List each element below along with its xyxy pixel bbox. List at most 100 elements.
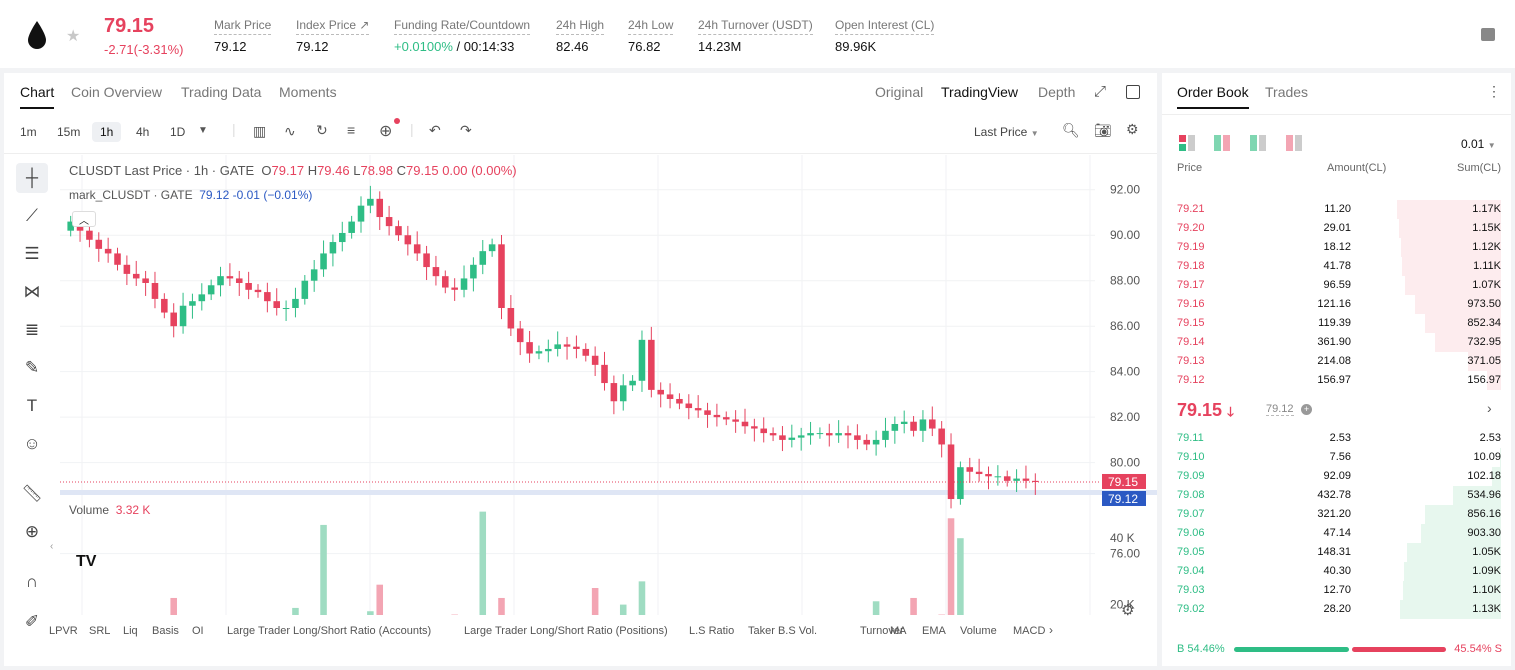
crosshair-icon[interactable]: ┼	[16, 163, 48, 193]
template-icon[interactable]: ≡	[347, 122, 356, 138]
volume-bar	[498, 597, 505, 615]
magnet-icon[interactable]: ∩	[25, 572, 39, 591]
orderbook-row-ask[interactable]: 79.16 121.16 973.50	[1162, 295, 1511, 314]
orderbook-row-ask[interactable]: 79.17 96.59 1.07K	[1162, 276, 1511, 295]
candle-body	[235, 278, 243, 283]
candle-body	[685, 403, 693, 409]
orderbook-row-bid[interactable]: 79.05 148.31 1.05K	[1162, 543, 1511, 562]
orderbook-row-bid[interactable]: 79.02 28.20 1.13K	[1162, 600, 1511, 619]
trend-line-icon[interactable]: ⟋	[26, 206, 38, 225]
tab-trades[interactable]: Trades	[1265, 84, 1309, 100]
orderbook-row-ask[interactable]: 79.21 11.20 1.17K	[1162, 200, 1511, 219]
undo-icon[interactable]: ↶	[429, 122, 441, 138]
candle-body	[769, 433, 777, 436]
precision-select[interactable]: 0.01 ▼	[1461, 137, 1496, 151]
emoji-icon[interactable]: ☺	[23, 434, 41, 453]
interval-1m[interactable]: 1m	[20, 125, 37, 139]
candle-body	[1003, 476, 1011, 481]
indicator-large-trader-long-short-ratio-positions-[interactable]: Large Trader Long/Short Ratio (Positions…	[464, 625, 668, 637]
horizontal-lines-icon[interactable]: ☰	[24, 244, 40, 263]
indicator-icon[interactable]: ∿	[284, 123, 296, 139]
candle-type-icon[interactable]: ▥	[253, 123, 267, 139]
orderbook-row-bid[interactable]: 79.03 12.70 1.10K	[1162, 581, 1511, 600]
text-tool-icon[interactable]: T	[26, 396, 38, 415]
orderbook-row-bid[interactable]: 79.11 2.53 2.53	[1162, 429, 1511, 448]
fib-icon[interactable]: ≣	[24, 320, 40, 339]
book-layout-toggles[interactable]	[1179, 135, 1309, 151]
price-type-select[interactable]: Last Price ▼	[974, 125, 1039, 139]
orderbook-row-bid[interactable]: 79.06 47.14 903.30	[1162, 524, 1511, 543]
candle-body	[123, 264, 131, 274]
indicator-ema[interactable]: EMA	[922, 625, 946, 637]
chart-settings-icon[interactable]: ⚙	[1121, 602, 1135, 619]
candle-body	[348, 221, 355, 233]
replay-icon[interactable]: ↻	[316, 122, 328, 138]
orderbook-row-ask[interactable]: 79.14 361.90 732.95	[1162, 333, 1511, 352]
candle-body	[507, 308, 515, 329]
indicator-turnover[interactable]: Turnover	[860, 625, 904, 637]
row-sum: 856.16	[1467, 508, 1501, 520]
indicator-macd[interactable]: MACD	[1013, 625, 1046, 637]
indicator-volume[interactable]: Volume	[960, 625, 997, 637]
brush-icon[interactable]: ✎	[24, 358, 40, 377]
fullscreen-icon[interactable]	[1126, 85, 1140, 99]
indicator-large-trader-long-short-ratio-accounts-[interactable]: Large Trader Long/Short Ratio (Accounts)	[227, 625, 432, 637]
orderbook-row-bid[interactable]: 79.10 7.56 10.09	[1162, 448, 1511, 467]
settings-gear-icon[interactable]: ⚙	[1126, 121, 1139, 137]
redo-icon[interactable]: ↷	[460, 122, 472, 138]
row-amount: 41.78	[1323, 260, 1351, 272]
orderbook-row-ask[interactable]: 79.18 41.78 1.11K	[1162, 257, 1511, 276]
orderbook-row-ask[interactable]: 79.15 119.39 852.34	[1162, 314, 1511, 333]
y-tick-label: 76.00	[1110, 547, 1140, 561]
indicator-l-s-ratio[interactable]: L.S Ratio	[689, 625, 735, 637]
collapse-toolbar-icon[interactable]: ‹	[50, 541, 54, 552]
stat-index-price[interactable]: Index Price ↗ 79.12	[296, 18, 370, 54]
more-menu-icon[interactable]: ⋮	[1487, 83, 1501, 99]
pencil-lock-icon[interactable]: ✐	[24, 612, 40, 631]
indicator-taker-b-s-vol-[interactable]: Taker B.S Vol.	[748, 625, 818, 637]
chevron-right-icon[interactable]: ›	[1487, 400, 1492, 416]
tab-order-book[interactable]: Order Book	[1177, 84, 1249, 109]
interval-1h[interactable]: 1h	[92, 122, 122, 142]
tab-coin-overview[interactable]: Coin Overview	[71, 84, 163, 100]
depth-bar	[1400, 600, 1501, 619]
orderbook-row-bid[interactable]: 79.08 432.78 534.96	[1162, 486, 1511, 505]
view-depth[interactable]: Depth	[1038, 84, 1076, 100]
view-original[interactable]: Original	[875, 84, 924, 100]
interval-1d[interactable]: 1D	[170, 125, 186, 139]
indicator-ma[interactable]: MA	[890, 625, 907, 637]
zoom-in-icon[interactable]: ⊕	[24, 522, 40, 541]
orderbook-row-bid[interactable]: 79.04 40.30 1.09K	[1162, 562, 1511, 581]
camera-icon[interactable]: 📷︎	[1094, 122, 1112, 138]
search-icon[interactable]: 🔍︎	[1062, 122, 1080, 138]
volume-bar	[479, 511, 487, 615]
view-tradingview[interactable]: TradingView	[941, 84, 1019, 100]
indicator-oi[interactable]: OI	[192, 625, 204, 637]
tab-trading-data[interactable]: Trading Data	[181, 84, 262, 100]
orderbook-row-bid[interactable]: 79.07 321.20 856.16	[1162, 505, 1511, 524]
favorite-star-icon[interactable]: ★	[66, 28, 81, 45]
indicator-srl[interactable]: SRL	[89, 625, 111, 637]
expand-icon[interactable]: ⤢	[1094, 83, 1107, 100]
scroll-right-icon[interactable]: ›	[1049, 623, 1053, 637]
ruler-icon[interactable]: 📏︎	[21, 484, 43, 503]
indicator-basis[interactable]: Basis	[152, 625, 179, 637]
tab-moments[interactable]: Moments	[279, 84, 337, 100]
indicator-liq[interactable]: Liq	[123, 625, 138, 637]
depth-bar	[1453, 486, 1501, 505]
pattern-icon[interactable]: ⋈	[23, 282, 41, 301]
collapse-legend-button[interactable]: ︿	[72, 211, 96, 227]
orderbook-row-ask[interactable]: 79.20 29.01 1.15K	[1162, 219, 1511, 238]
indicator-lpvr[interactable]: LPVR	[49, 625, 78, 637]
orderbook-row-ask[interactable]: 79.13 214.08 371.05	[1162, 352, 1511, 371]
orderbook-row-ask[interactable]: 79.12 156.97 156.97	[1162, 371, 1511, 390]
price-chart[interactable]: 92.00 90.00 88.00 86.00 84.00 82.00 80.00 76.00…	[60, 155, 1157, 615]
interval-4h[interactable]: 4h	[136, 125, 150, 139]
interval-dropdown-icon[interactable]: ▼	[198, 125, 208, 136]
orderbook-row-bid[interactable]: 79.09 92.09 102.18	[1162, 467, 1511, 486]
interval-15m[interactable]: 15m	[57, 125, 81, 139]
add-alert-icon[interactable]: ⊕	[379, 123, 393, 140]
notebook-icon[interactable]	[1481, 28, 1495, 41]
tab-chart[interactable]: Chart	[20, 84, 55, 109]
orderbook-row-ask[interactable]: 79.19 18.12 1.12K	[1162, 238, 1511, 257]
